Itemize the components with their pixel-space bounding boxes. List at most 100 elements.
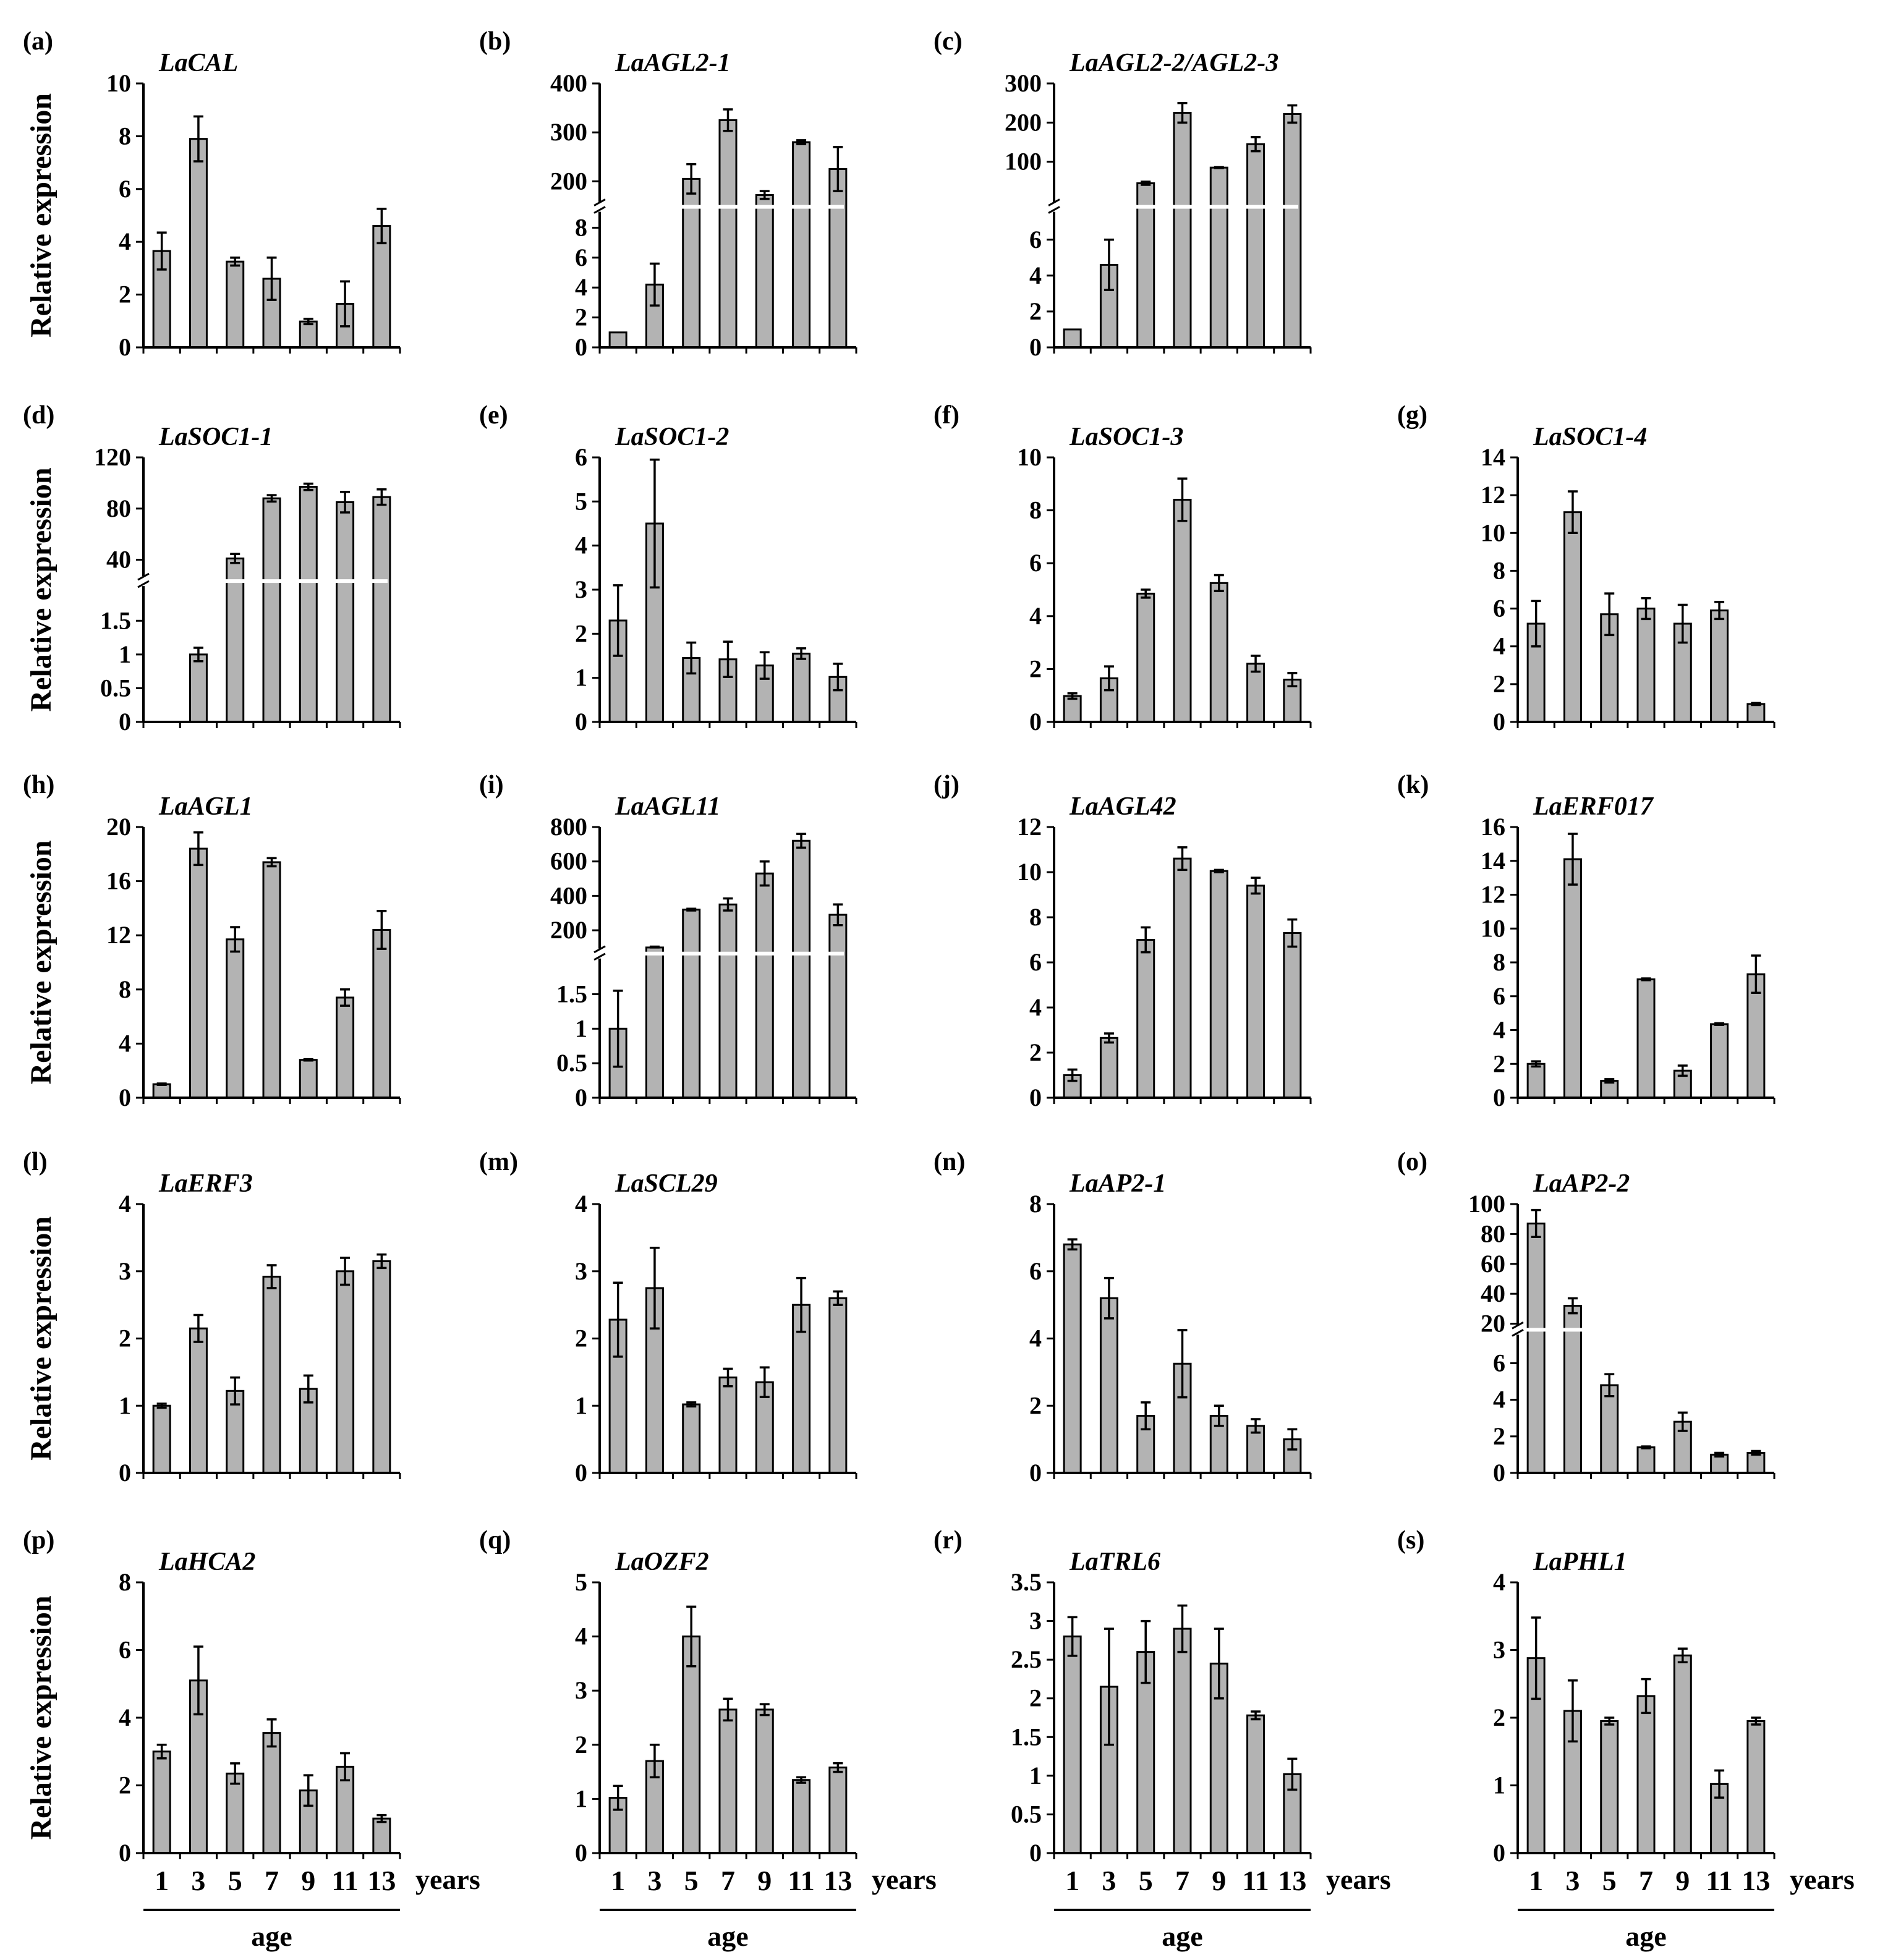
y-tick-label: 0	[575, 1084, 587, 1111]
x-axis-label: age	[707, 1920, 748, 1952]
panel-label: (g)	[1397, 401, 1427, 430]
bar	[1063, 1243, 1082, 1474]
bar	[262, 497, 281, 723]
gene-title: LaCAL	[158, 49, 238, 77]
bar	[189, 138, 208, 349]
bar	[645, 946, 664, 1099]
y-tick-label: 400	[550, 881, 587, 909]
bar	[226, 938, 245, 1099]
y-tick-label: 6	[1493, 982, 1505, 1010]
x-tick-label: 1	[1065, 1865, 1079, 1896]
y-tick-label: 1	[119, 640, 131, 668]
panel-a: (a) LaCAL Relative expression 0 2 4 6 8 10	[23, 27, 401, 361]
y-tick-label: 1	[575, 1391, 587, 1419]
panel-label: (q)	[479, 1526, 511, 1555]
y-tick-label: 4	[1029, 1325, 1042, 1352]
y-tick-label: 3	[575, 575, 587, 603]
y-tick-label: 20	[106, 813, 131, 841]
bar	[1563, 511, 1582, 723]
x-tick-label: 11	[331, 1865, 358, 1896]
x-tick-label: 3	[1102, 1865, 1116, 1896]
bar	[1246, 1425, 1265, 1474]
x-tick-label: 5	[228, 1865, 242, 1896]
y-tick-label: 3	[575, 1257, 587, 1285]
bar	[1710, 609, 1729, 723]
y-tick-label: 4	[119, 1190, 131, 1218]
y-tick-label: 10	[1017, 443, 1042, 471]
panel-n: (n) LaAP2-1 0 2 4 6 8	[934, 1148, 1312, 1487]
y-tick-label: 2	[575, 1731, 587, 1758]
break-mark	[1512, 1322, 1524, 1337]
y-tick-label: 12	[1481, 881, 1505, 909]
y-tick-label: 4	[119, 227, 131, 255]
bar	[755, 872, 774, 1099]
y-tick-label: 0	[1493, 708, 1505, 736]
y-tick-label: 8	[119, 975, 131, 1003]
x-axis-label: age	[1625, 1920, 1666, 1952]
y-tick-label: 4	[1493, 632, 1505, 660]
bar	[755, 1708, 774, 1854]
y-tick-label: 0	[575, 333, 587, 361]
bar	[262, 1275, 281, 1474]
y-tick-label: 4	[1493, 1386, 1505, 1414]
panel-label: (e)	[479, 401, 508, 430]
x-tick-label: 5	[1602, 1865, 1617, 1896]
y-tick-label: 120	[94, 443, 131, 471]
bar	[792, 839, 811, 1099]
bar	[1673, 1654, 1692, 1854]
bar	[792, 652, 811, 723]
panel-label: (l)	[23, 1148, 48, 1176]
y-tick-label: 8	[1493, 948, 1505, 976]
gene-title: LaPHL1	[1533, 1548, 1627, 1576]
panel-label: (i)	[479, 771, 504, 799]
bar	[1173, 498, 1192, 723]
y-tick-label: 2	[119, 1325, 131, 1352]
y-tick-label: 2	[119, 281, 131, 308]
bar	[1063, 1635, 1082, 1854]
y-tick-label: 40	[1481, 1279, 1505, 1307]
bar	[682, 1635, 701, 1854]
y-tick-label: 0	[119, 333, 131, 361]
bar	[226, 558, 245, 723]
y-tick-label: 0	[1029, 1084, 1042, 1111]
bar	[718, 1377, 738, 1474]
panel-l: (l) LaERF3 Relative expression 0 1 2 3 4	[23, 1148, 401, 1487]
bar	[1209, 582, 1228, 723]
y-tick-label: 2	[1493, 1422, 1505, 1450]
bar	[828, 1297, 848, 1474]
y-tick-label: 6	[1493, 1349, 1505, 1377]
x-unit-label: years	[1326, 1864, 1391, 1895]
panel-label: (f)	[934, 401, 959, 430]
y-tick-label: 6	[575, 443, 587, 471]
y-tick-label: 0	[1493, 1084, 1505, 1111]
bar	[792, 1779, 811, 1854]
y-tick-label: 3	[1493, 1636, 1505, 1664]
bar	[1746, 1451, 1766, 1474]
y-tick-label: 1	[1493, 1771, 1505, 1799]
panel-label: (h)	[23, 771, 54, 799]
bar	[1173, 112, 1192, 349]
y-tick-label: 40	[106, 546, 131, 574]
y-tick-label: 1.5	[1011, 1723, 1042, 1750]
gene-title: LaAGL2-2/AGL2-3	[1069, 49, 1278, 77]
x-tick-label: 7	[265, 1865, 279, 1896]
y-tick-label: 2	[1029, 655, 1042, 682]
y-axis-label: Relative expression	[25, 467, 57, 711]
x-tick-label: 1	[155, 1865, 169, 1896]
break-mark	[137, 572, 150, 588]
x-tick-label: 9	[1675, 1865, 1690, 1896]
panel-j: (j) LaAGL42 0 2 4 6 8 10 12	[934, 771, 1312, 1111]
bar	[262, 1732, 281, 1854]
bar	[828, 1767, 848, 1854]
y-tick-label: 6	[1029, 226, 1042, 253]
x-axis-label: age	[251, 1920, 292, 1952]
bar	[1710, 1023, 1729, 1099]
bar	[372, 1817, 391, 1854]
y-tick-label: 2.5	[1011, 1645, 1042, 1673]
y-tick-label: 8	[575, 213, 587, 241]
y-tick-label: 8	[1029, 903, 1042, 931]
bar	[1600, 1720, 1619, 1854]
gene-title: LaAP2-2	[1533, 1169, 1630, 1198]
